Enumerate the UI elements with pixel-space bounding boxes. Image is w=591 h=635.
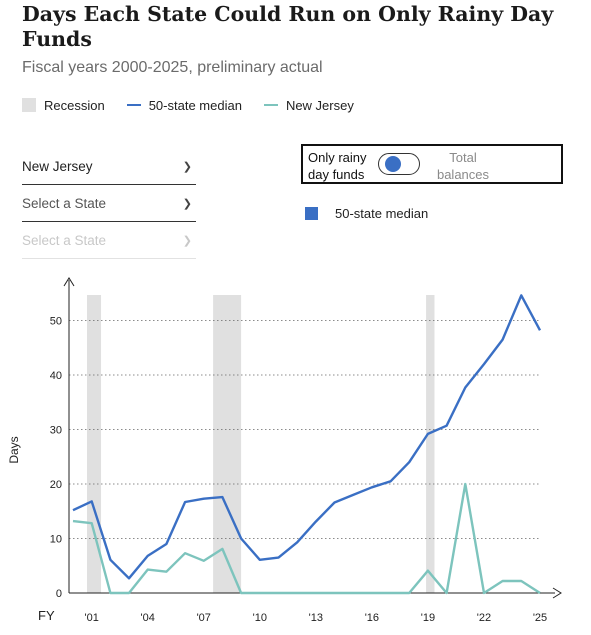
chart-subtitle: Fiscal years 2000-2025, preliminary actu…: [22, 59, 323, 76]
tick-labels: 0 10 20 30 40 50 '01 '04 '07 '10 '13 '16 '19 '22 '25: [50, 316, 547, 625]
chevron-down-icon: ❯: [182, 160, 192, 173]
x-tick-label: '22: [477, 612, 491, 624]
funds-toggle-group: Only rainy day funds Total balances: [301, 144, 563, 184]
x-tick-label: '16: [365, 612, 379, 624]
state-select-3: Select a State ❯: [22, 222, 196, 259]
state-select-1-value: New Jersey: [22, 158, 93, 174]
y-tick-label: 0: [56, 588, 62, 600]
y-axis-label: Days: [7, 436, 21, 463]
state-select-2-value: Select a State: [22, 195, 107, 211]
chevron-down-icon: ❯: [182, 234, 192, 247]
median-series-line: [72, 294, 542, 580]
x-tick-label: '10: [253, 612, 267, 624]
legend-nj-label: New Jersey: [285, 97, 354, 113]
nj-series-line: [72, 482, 541, 595]
recession-bands: [87, 295, 435, 593]
state-select-1[interactable]: New Jersey ❯: [22, 148, 196, 185]
legend-median: 50-state median: [126, 97, 242, 113]
legend-nj: New Jersey: [263, 97, 354, 113]
x-tick-label: '01: [85, 612, 99, 624]
x-axis-arrow: [552, 587, 562, 599]
y-tick-label: 50: [50, 316, 62, 328]
legend-median-label: 50-state median: [148, 97, 242, 113]
x-tick-label: '19: [421, 612, 435, 624]
chevron-down-icon: ❯: [182, 197, 192, 210]
x-tick-label: '13: [309, 612, 323, 624]
legend-recession-label: Recession: [44, 97, 105, 113]
toggle-knob: [385, 156, 401, 172]
recession-band-2: [426, 295, 435, 593]
state-select-3-value: Select a State: [22, 232, 107, 248]
median-swatch: [126, 104, 141, 106]
toggle-label-total[interactable]: Total balances: [436, 150, 490, 182]
recession-swatch: [22, 98, 36, 112]
series: [72, 294, 542, 595]
y-tick-label: 20: [50, 479, 62, 491]
x-tick-label: '25: [533, 612, 547, 624]
median-key-swatch: [305, 207, 318, 220]
x-tick-label: '04: [141, 612, 155, 624]
x-tick-label: '07: [197, 612, 211, 624]
funds-toggle-switch[interactable]: [378, 153, 420, 175]
median-key[interactable]: 50-state median: [305, 206, 428, 221]
axes: [63, 277, 562, 599]
nj-swatch: [263, 104, 278, 106]
chart-title: Days Each State Could Run on Only Rainy …: [22, 2, 554, 51]
y-tick-label: 10: [50, 534, 62, 546]
legend: Recession 50-state median New Jersey: [22, 96, 376, 114]
median-key-label: 50-state median: [335, 206, 429, 221]
state-select-2[interactable]: Select a State ❯: [22, 185, 196, 222]
legend-recession: Recession: [22, 98, 105, 113]
toggle-label-rainy[interactable]: Only rainy day funds: [308, 150, 367, 182]
y-tick-label: 30: [50, 425, 62, 437]
y-axis-arrow: [63, 277, 75, 287]
gridlines: [69, 320, 540, 539]
x-axis-label: FY: [38, 608, 55, 623]
y-tick-label: 40: [50, 370, 62, 382]
recession-band-1: [213, 295, 242, 593]
